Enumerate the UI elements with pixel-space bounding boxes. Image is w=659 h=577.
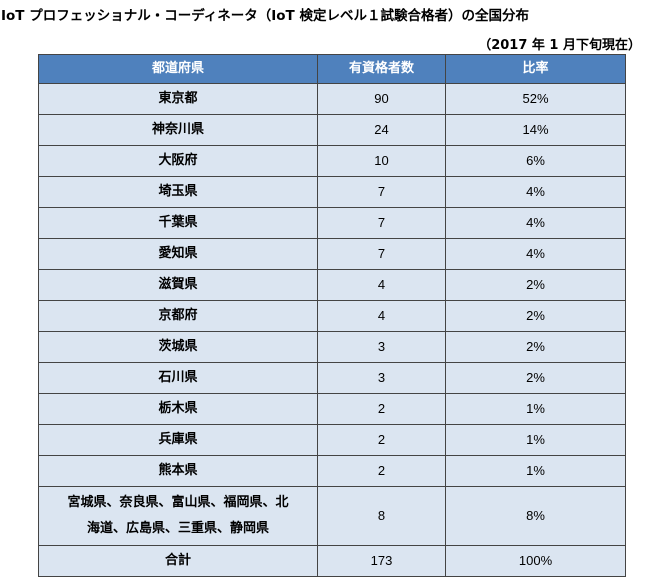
table-row: 石川県 3 2%	[38, 362, 626, 394]
prefecture-cell: 千葉県	[38, 207, 318, 239]
ratio-cell: 2%	[445, 331, 626, 363]
count-cell: 10	[317, 145, 446, 177]
count-cell: 24	[317, 114, 446, 146]
ratio-cell: 1%	[445, 424, 626, 456]
header-count: 有資格者数	[317, 54, 446, 84]
count-cell: 3	[317, 331, 446, 363]
table-header-row: 都道府県 有資格者数 比率	[38, 54, 626, 84]
total-label-cell: 合計	[38, 545, 318, 577]
table-row: 愛知県 7 4%	[38, 238, 626, 270]
prefecture-cell: 滋賀県	[38, 269, 318, 301]
table-row: 埼玉県 7 4%	[38, 176, 626, 208]
prefecture-cell: 東京都	[38, 83, 318, 115]
prefecture-cell: 熊本県	[38, 455, 318, 487]
ratio-cell: 1%	[445, 393, 626, 425]
table-row: 神奈川県 24 14%	[38, 114, 626, 146]
ratio-cell: 4%	[445, 176, 626, 208]
ratio-cell: 4%	[445, 238, 626, 270]
others-line-1: 宮城県、奈良県、富山県、福岡県、北	[67, 495, 289, 510]
table-row: 茨城県 3 2%	[38, 331, 626, 363]
document-title: IoT プロフェッショナル・コーディネータ（IoT 検定レベル１試験合格者）の全…	[1, 8, 529, 24]
table-row-others: 宮城県、奈良県、富山県、福岡県、北 海道、広島県、三重県、静岡県 8 8%	[38, 486, 626, 546]
count-cell: 2	[317, 424, 446, 456]
table-row: 東京都 90 52%	[38, 83, 626, 115]
table-row: 熊本県 2 1%	[38, 455, 626, 487]
count-cell: 4	[317, 300, 446, 332]
ratio-cell: 4%	[445, 207, 626, 239]
ratio-cell: 1%	[445, 455, 626, 487]
ratio-cell: 2%	[445, 269, 626, 301]
prefecture-cell: 神奈川県	[38, 114, 318, 146]
total-count-cell: 173	[317, 545, 446, 577]
ratio-cell: 2%	[445, 362, 626, 394]
count-cell: 3	[317, 362, 446, 394]
table-row: 京都府 4 2%	[38, 300, 626, 332]
prefecture-cell: 石川県	[38, 362, 318, 394]
distribution-table: 都道府県 有資格者数 比率 東京都 90 52% 神奈川県 24 14% 大阪府 10 6% 埼玉…	[38, 54, 626, 577]
count-cell: 2	[317, 393, 446, 425]
prefecture-cell: 愛知県	[38, 238, 318, 270]
prefecture-cell: 栃木県	[38, 393, 318, 425]
count-cell: 7	[317, 207, 446, 239]
count-cell: 90	[317, 83, 446, 115]
header-ratio: 比率	[445, 54, 626, 84]
table-row: 千葉県 7 4%	[38, 207, 626, 239]
table-row: 滋賀県 4 2%	[38, 269, 626, 301]
prefecture-cell: 宮城県、奈良県、富山県、福岡県、北 海道、広島県、三重県、静岡県	[38, 486, 318, 546]
table-row-total: 合計 173 100%	[38, 545, 626, 577]
count-cell: 2	[317, 455, 446, 487]
count-cell: 7	[317, 238, 446, 270]
prefecture-cell: 兵庫県	[38, 424, 318, 456]
date-note: （2017 年 1 月下旬現在）	[478, 38, 641, 53]
table-row: 大阪府 10 6%	[38, 145, 626, 177]
prefecture-cell: 茨城県	[38, 331, 318, 363]
ratio-cell: 2%	[445, 300, 626, 332]
count-cell: 7	[317, 176, 446, 208]
ratio-cell: 14%	[445, 114, 626, 146]
count-cell: 8	[317, 486, 446, 546]
prefecture-cell: 大阪府	[38, 145, 318, 177]
header-prefecture: 都道府県	[38, 54, 318, 84]
table-row: 兵庫県 2 1%	[38, 424, 626, 456]
others-line-2: 海道、広島県、三重県、静岡県	[86, 521, 269, 536]
prefecture-cell: 埼玉県	[38, 176, 318, 208]
ratio-cell: 6%	[445, 145, 626, 177]
ratio-cell: 52%	[445, 83, 626, 115]
ratio-cell: 8%	[445, 486, 626, 546]
table-row: 栃木県 2 1%	[38, 393, 626, 425]
prefecture-cell: 京都府	[38, 300, 318, 332]
total-ratio-cell: 100%	[445, 545, 626, 577]
count-cell: 4	[317, 269, 446, 301]
